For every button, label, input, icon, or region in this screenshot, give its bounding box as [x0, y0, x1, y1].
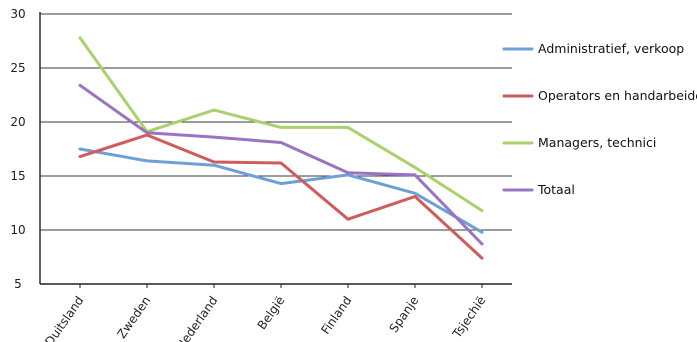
- data-point: [212, 160, 216, 164]
- y-axis-ticks: 5 10 15 20 25 30: [10, 7, 25, 291]
- legend-item: Administratief, verkoop: [502, 41, 684, 56]
- data-point: [346, 171, 350, 174]
- data-point: [279, 141, 283, 144]
- data-point: [480, 230, 484, 234]
- legend-label: Totaal: [537, 182, 575, 197]
- axes: [39, 12, 512, 285]
- data-point: [346, 173, 350, 177]
- x-tick-label: Duitsland: [42, 294, 86, 342]
- legend-label: Administratief, verkoop: [538, 41, 684, 56]
- data-point: [78, 84, 82, 87]
- data-point: [413, 173, 417, 177]
- data-point: [145, 131, 149, 134]
- y-tick-label: 25: [10, 61, 25, 75]
- data-point: [78, 147, 82, 151]
- data-point: [212, 135, 216, 139]
- data-point: [279, 126, 283, 129]
- data-point: [346, 218, 350, 221]
- legend-label: Operators en handarbeiders: [538, 88, 697, 103]
- x-tick-label: Spanje: [387, 294, 422, 336]
- data-point: [279, 182, 283, 185]
- data-point: [145, 133, 149, 137]
- data-point: [145, 159, 149, 163]
- series-lines: [78, 36, 484, 260]
- data-point: [480, 256, 484, 260]
- x-tick-label: Tsjechië: [449, 294, 488, 342]
- y-tick-label: 15: [10, 169, 25, 183]
- legend-item: Operators en handarbeiders: [502, 88, 697, 103]
- x-tick-label: Finland: [318, 294, 354, 337]
- legend-item: Managers, technici: [502, 135, 656, 150]
- legend-label: Managers, technici: [538, 135, 656, 150]
- data-point: [413, 192, 417, 195]
- x-axis-ticks: Duitsland Zweden Nederland België Finland Spa…: [42, 284, 488, 342]
- y-tick-label: 30: [10, 7, 25, 21]
- legend: Administratief, verkoop Operators en hand…: [502, 41, 697, 197]
- data-point: [279, 161, 283, 165]
- x-tick-label: Zweden: [114, 294, 153, 341]
- data-point: [78, 155, 82, 158]
- x-tick-label: België: [255, 294, 288, 333]
- data-point: [212, 108, 216, 112]
- y-tick-label: 5: [14, 277, 22, 291]
- legend-item: Totaal: [502, 182, 575, 197]
- data-point: [212, 164, 216, 167]
- series-line: [78, 147, 484, 234]
- gridlines: [40, 13, 512, 231]
- x-tick-label: Nederland: [173, 294, 220, 342]
- data-point: [413, 195, 417, 198]
- data-point: [346, 126, 350, 129]
- data-point: [480, 209, 484, 212]
- y-tick-label: 20: [10, 115, 25, 129]
- data-point: [480, 242, 484, 246]
- y-tick-label: 10: [10, 223, 25, 237]
- data-point: [413, 166, 417, 169]
- data-point: [78, 36, 82, 39]
